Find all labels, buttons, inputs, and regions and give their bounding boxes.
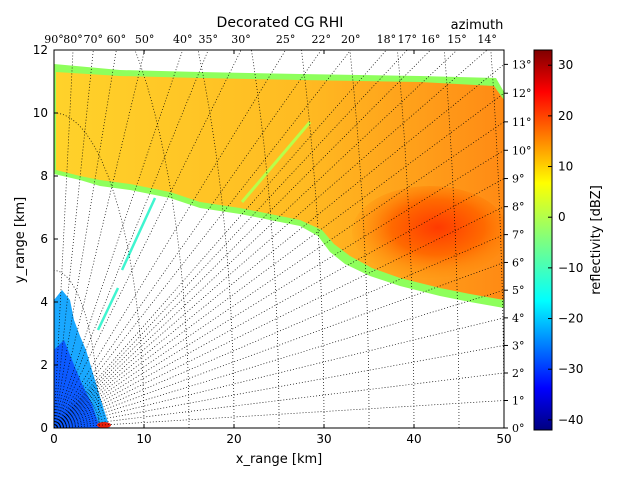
azimuth-tick-label: 60° (107, 33, 127, 46)
grid-ray (54, 50, 209, 428)
elevation-tick-label: 7° (512, 229, 525, 242)
x-tick-label: 0 (50, 432, 58, 446)
azimuth-tick-label: 20° (341, 33, 361, 46)
colorbar-tick-label: −30 (558, 362, 583, 376)
elevation-tick-label: 6° (512, 256, 525, 269)
colorbar-tick-label: −40 (558, 413, 583, 427)
azimuth-tick-label: 14° (477, 33, 497, 46)
colorbar-tick-label: 20 (558, 109, 573, 123)
top-axis-label: azimuth (451, 18, 504, 33)
elevation-tick-label: 11° (512, 116, 532, 129)
azimuth-tick-label: 35° (198, 33, 218, 46)
elevation-tick-label: 10° (512, 144, 532, 157)
y-tick-label: 12 (33, 43, 48, 57)
grid-ray (54, 50, 387, 428)
grid-ray (54, 50, 458, 428)
grid-ray (54, 149, 504, 428)
azimuth-tick-label: 80° (63, 33, 83, 46)
azimuth-tick-label: 90° (44, 33, 64, 46)
elevation-tick-label: 13° (512, 58, 532, 71)
x-tick-label: 30 (316, 432, 331, 446)
grid-ray (54, 50, 322, 428)
elevation-tick-label: 9° (512, 173, 525, 186)
x-tick-label: 20 (226, 432, 241, 446)
azimuth-tick-label: 70° (84, 33, 104, 46)
azimuth-tick-label: 50° (135, 33, 155, 46)
colorbar-tick-label: −10 (558, 261, 583, 275)
azimuth-tick-label: 18° (377, 33, 397, 46)
y-axis-ticks: 0 2 4 6 8 10 12 (33, 43, 58, 435)
grid-ray (54, 317, 504, 428)
colorbar-tick-label: 30 (558, 58, 573, 72)
chart-title: Decorated CG RHI (217, 15, 344, 31)
near-range-clutter-core (54, 340, 100, 428)
azimuth-tick-label: 16° (421, 33, 441, 46)
colorbar-tick-label: 10 (558, 160, 573, 174)
grid-ray (54, 50, 94, 428)
streak-echo-1 (240, 121, 312, 203)
y-tick-label: 0 (40, 421, 48, 435)
colorbar-tick-label: −20 (558, 312, 583, 326)
grid-arc (54, 112, 145, 428)
y-axis-label: y_range [km] (13, 197, 28, 283)
x-tick-label: 10 (136, 432, 151, 446)
streak-echo-3 (96, 287, 120, 331)
x-axis-ticks: 0 10 20 30 40 50 (50, 50, 512, 446)
x-tick-label: 40 (406, 432, 421, 446)
grid-ray (54, 50, 287, 428)
right-elevation-ticks: 0° 1° 2° 3° 4° 5° 6° 7° 8° 9° 10° 11° 12° 13° (504, 58, 532, 435)
elevation-tick-label: 12° (512, 87, 532, 100)
y-tick-label: 10 (33, 106, 48, 120)
grid-ray (54, 345, 504, 428)
x-tick-label: 50 (496, 432, 511, 446)
grid-ray (54, 50, 117, 428)
azimuth-tick-label: 22° (312, 33, 332, 46)
azimuth-tick-label: 15° (447, 33, 467, 46)
colorbar-ticks: −40 −30 −20 −10 0 10 20 30 (548, 58, 583, 427)
grid-arc (349, 50, 370, 428)
grid-ray (54, 234, 504, 428)
x-axis-label: x_range [km] (236, 452, 322, 467)
streak-echo-2 (120, 197, 157, 271)
elevation-tick-label: 0° (512, 422, 525, 435)
y-tick-label: 6 (40, 232, 48, 246)
azimuth-tick-label: 25° (276, 33, 296, 46)
y-tick-label: 8 (40, 169, 48, 183)
y-tick-label: 2 (40, 358, 48, 372)
elevation-tick-label: 2° (512, 367, 525, 380)
colorbar-label: reflectivity [dBZ] (589, 185, 604, 295)
azimuth-tick-label: 40° (173, 33, 193, 46)
colorbar (533, 49, 553, 431)
elevation-tick-label: 5° (512, 284, 525, 297)
top-azimuth-ticks: 90° 80° 70° 60° 50° 40° 35° 30° 25° 22° 20° 18° 17° 1… (44, 33, 497, 46)
azimuth-tick-label: 30° (231, 33, 251, 46)
elevation-tick-label: 8° (512, 201, 525, 214)
convective-core (352, 186, 504, 278)
grid-ray (54, 206, 504, 428)
clutter-hotspot (97, 422, 111, 428)
elevation-tick-label: 3° (512, 339, 525, 352)
elevation-tick-label: 4° (512, 312, 525, 325)
elevation-tick-label: 1° (512, 395, 525, 408)
y-tick-label: 4 (40, 295, 48, 309)
colorbar-tick-label: 0 (558, 210, 566, 224)
azimuth-tick-label: 17° (398, 33, 418, 46)
